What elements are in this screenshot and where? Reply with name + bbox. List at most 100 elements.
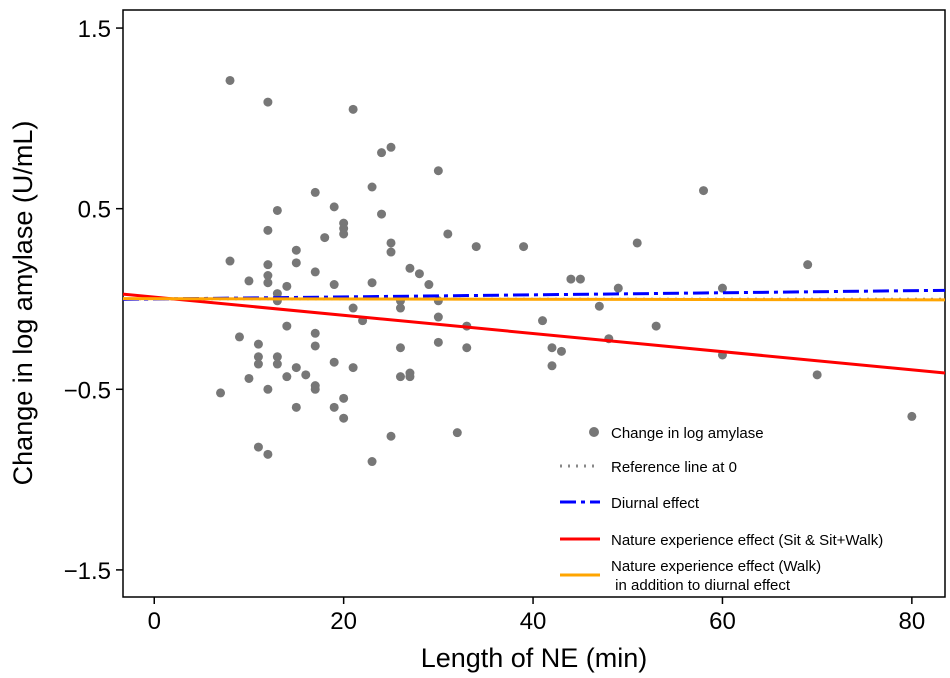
data-point <box>717 283 727 293</box>
legend-label-walk-2: in addition to diurnal effect <box>611 577 791 594</box>
data-point <box>272 205 282 215</box>
data-point <box>632 238 642 248</box>
y-tick-label: −1.5 <box>64 558 111 585</box>
data-point <box>329 357 339 367</box>
data-point <box>414 269 424 279</box>
data-point <box>386 238 396 248</box>
x-tick-label: 20 <box>330 608 357 635</box>
data-point <box>339 413 349 423</box>
diurnal-effect-line <box>122 288 946 301</box>
data-point <box>310 267 320 277</box>
data-point <box>452 428 462 438</box>
data-point <box>320 233 330 243</box>
data-point <box>377 148 387 158</box>
data-point <box>310 187 320 197</box>
data-point <box>462 343 472 353</box>
legend-marker-points <box>589 427 599 437</box>
data-point <box>367 457 377 467</box>
data-point <box>367 182 377 192</box>
x-tick-label: 60 <box>709 608 736 635</box>
data-point <box>907 411 917 421</box>
x-tick-label: 40 <box>520 608 547 635</box>
data-point <box>651 321 661 331</box>
data-point <box>263 260 273 270</box>
data-point <box>225 256 235 266</box>
data-point <box>244 276 254 286</box>
data-point <box>386 431 396 441</box>
data-point <box>216 388 226 398</box>
data-point <box>367 278 377 288</box>
y-tick-label: 0.5 <box>78 197 111 224</box>
data-point <box>301 370 311 380</box>
data-point <box>395 303 405 313</box>
data-point <box>547 343 557 353</box>
data-point <box>613 283 623 293</box>
data-point <box>594 301 604 311</box>
data-point <box>244 373 254 383</box>
legend-label-points: Change in log amylase <box>611 425 764 442</box>
data-point <box>803 260 813 270</box>
data-point <box>433 166 443 176</box>
data-point <box>339 393 349 403</box>
data-point <box>310 384 320 394</box>
data-point <box>386 142 396 152</box>
legend-label-sit: Nature experience effect (Sit & Sit+Walk… <box>611 532 883 549</box>
sit-effect-line <box>122 292 946 375</box>
data-point <box>272 289 282 299</box>
data-point <box>263 271 273 281</box>
data-point <box>263 449 273 459</box>
data-point <box>547 361 557 371</box>
data-point <box>263 97 273 107</box>
data-point <box>566 274 576 284</box>
data-point <box>329 402 339 412</box>
data-point <box>263 384 273 394</box>
data-point <box>291 258 301 268</box>
data-point <box>395 343 405 353</box>
legend-label-diurnal: Diurnal effect <box>611 495 700 512</box>
data-point <box>395 372 405 382</box>
y-axis-label: Change in log amylase (U/mL) <box>8 121 38 486</box>
data-point <box>234 332 244 342</box>
data-point <box>272 352 282 362</box>
data-point <box>291 363 301 373</box>
legend: Change in log amylase Reference line at … <box>560 425 883 594</box>
data-point <box>348 363 358 373</box>
data-point <box>348 303 358 313</box>
data-point <box>291 245 301 255</box>
data-point <box>405 372 415 382</box>
data-point <box>291 402 301 412</box>
data-point <box>812 370 822 380</box>
data-point <box>386 247 396 257</box>
data-point <box>282 372 292 382</box>
x-axis-label: Length of NE (min) <box>421 643 648 673</box>
data-point <box>329 280 339 290</box>
data-point <box>433 337 443 347</box>
data-point <box>329 202 339 212</box>
data-point <box>225 75 235 85</box>
data-point <box>272 359 282 369</box>
plot-frame <box>122 9 946 598</box>
data-point <box>699 186 709 196</box>
data-point <box>263 225 273 235</box>
data-point <box>310 341 320 351</box>
data-point <box>348 104 358 114</box>
data-point <box>519 242 529 252</box>
data-point <box>253 339 263 349</box>
data-point <box>556 346 566 356</box>
data-point <box>263 278 273 288</box>
data-point <box>253 352 263 362</box>
data-point <box>253 359 263 369</box>
data-point <box>424 280 434 290</box>
data-point <box>433 312 443 322</box>
data-point <box>310 328 320 338</box>
walk-effect-line <box>122 297 946 302</box>
data-point <box>405 263 415 273</box>
data-point <box>443 229 453 239</box>
x-tick-label: 80 <box>899 608 926 635</box>
data-point <box>575 274 585 284</box>
data-point <box>377 209 387 219</box>
data-point <box>282 321 292 331</box>
legend-label-reference: Reference line at 0 <box>611 459 737 476</box>
x-tick-label: 0 <box>148 608 161 635</box>
